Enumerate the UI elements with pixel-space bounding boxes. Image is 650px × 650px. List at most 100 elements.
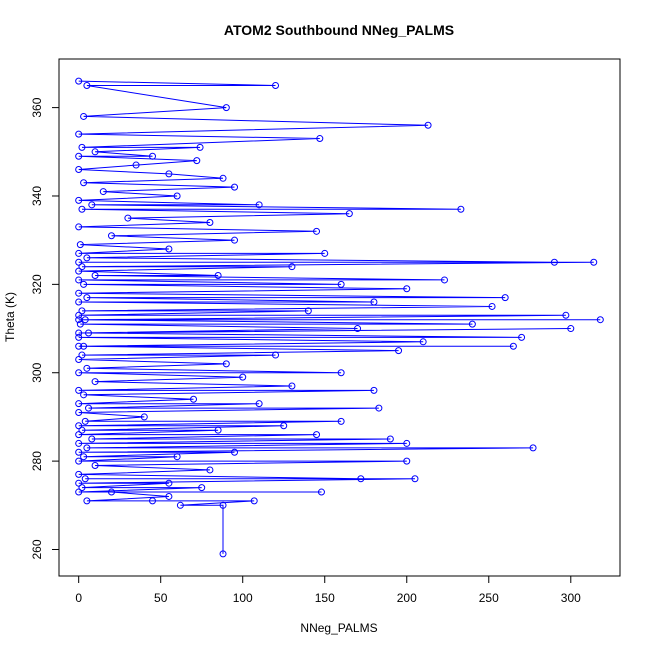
data-point [424,121,432,129]
data-point [124,214,132,222]
data-point [239,373,247,381]
data-point [206,218,214,226]
data-point [85,404,93,412]
x-tick-label: 150 [315,591,335,605]
data-point [83,294,91,302]
data-point [80,453,88,461]
data-point [88,201,96,209]
data-point [78,426,86,434]
data-point [419,338,427,346]
data-point [99,188,107,196]
data-point [165,479,173,487]
data-point [457,205,465,213]
data-point [219,174,227,182]
data-point [231,448,239,456]
data-point [567,325,575,333]
data-point [288,382,296,390]
data-point [596,316,604,324]
data-point [83,82,91,90]
x-tick-label: 100 [233,591,253,605]
data-point [468,320,476,328]
data-point [321,249,329,257]
data-point [75,369,83,377]
data-point [75,409,83,417]
x-tick-label: 250 [479,591,499,605]
data-point [173,453,181,461]
data-point [75,333,83,341]
data-point [316,135,324,143]
data-point [75,479,83,487]
data-point [132,161,140,169]
data-point [488,302,496,310]
data-point [75,249,83,257]
data-point [337,280,345,288]
data-point [75,289,83,297]
data-point [91,378,99,386]
data-point [375,404,383,412]
data-point [75,276,83,284]
y-tick-label: 320 [30,274,44,294]
data-point [78,484,86,492]
data-point [76,241,84,249]
data-point [255,201,263,209]
data-point [345,210,353,218]
data-point [337,369,345,377]
data-point [214,426,222,434]
data-point [272,82,280,90]
data-point [75,488,83,496]
data-point [403,285,411,293]
series-line [78,80,601,554]
data-point [222,360,230,368]
data-point [75,196,83,204]
y-axis: 260 280 300 320 340 360 [30,97,60,560]
data-point [354,325,362,333]
data-point [76,320,84,328]
data-point [78,351,86,359]
data-point [81,417,89,425]
y-tick-label: 260 [30,539,44,559]
data-point [78,205,86,213]
data-point [206,466,214,474]
data-point [165,245,173,253]
data-point [83,254,91,262]
data-point [75,77,83,85]
data-point [75,448,83,456]
data-point [214,272,222,280]
data-point [78,307,86,315]
data-point [140,413,148,421]
data-point [75,329,83,337]
data-point [81,316,89,324]
data-point [75,400,83,408]
chart-title: ATOM2 Southbound NNeg_PALMS [224,22,454,38]
data-point [85,329,93,337]
data-point [231,236,239,244]
data-point [75,223,83,231]
data-point [75,457,83,465]
data-point [198,484,206,492]
data-point [75,298,83,306]
data-point [75,386,83,394]
data-point [190,395,198,403]
data-point [370,298,378,306]
data-point [78,143,86,151]
data-point [75,258,83,266]
data-point [75,311,83,319]
data-point [280,422,288,430]
data-point [176,501,184,509]
data-point [165,170,173,178]
data-point [173,192,181,200]
data-point [255,400,263,408]
data-point [149,152,156,160]
data-point [81,475,89,483]
data-point [75,152,83,160]
data-point [83,497,91,505]
data-point [80,179,88,187]
data-point [149,497,156,505]
data-point [75,439,83,447]
data-point [231,183,239,191]
data-point [222,104,230,112]
data-point [75,355,83,363]
y-axis-label: Theta (K) [3,292,17,342]
series-layer [75,77,604,558]
